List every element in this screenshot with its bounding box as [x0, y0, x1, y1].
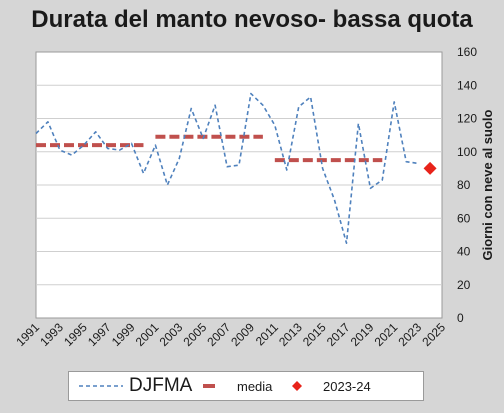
x-tick-label: 2001 [133, 320, 162, 349]
x-tick-label: 2021 [372, 320, 401, 349]
legend-label-djfma: DJFMA [129, 375, 193, 396]
x-tick-label: 1995 [61, 320, 90, 349]
y-axis-label: Giorni con neve al suolo [480, 109, 495, 260]
x-tick-label: 2007 [204, 320, 233, 349]
x-tick-label: 1997 [85, 320, 114, 349]
y-tick-label: 100 [457, 145, 477, 159]
legend: DJFMA media 2023-24 [68, 371, 424, 401]
djfma-line [35, 92, 419, 244]
x-tick-label: 1991 [13, 320, 42, 349]
legend-swatch-media [203, 384, 215, 388]
x-tick-label: 2015 [300, 320, 329, 349]
y-tick-label: 40 [457, 245, 471, 259]
legend-label-media: media [237, 378, 273, 394]
y-tick-label: 120 [457, 112, 477, 126]
legend-item-2023-24: 2023-24 [285, 372, 371, 400]
legend-item-media: media [197, 372, 272, 400]
y-tick-label: 20 [457, 278, 471, 292]
x-tick-label: 1999 [109, 320, 138, 349]
y-tick-label: 140 [457, 78, 477, 92]
x-tick-label: 2009 [228, 320, 257, 349]
x-tick-label: 2025 [419, 320, 448, 349]
x-tick-label: 2019 [348, 320, 377, 349]
gridlines [36, 84, 442, 286]
x-tick-label: 2013 [276, 320, 305, 349]
x-tick-label: 2003 [157, 320, 186, 349]
y-axis-ticks: 0 20 40 60 80 100 120 140 160 [457, 45, 477, 325]
y-tick-label: 80 [457, 178, 471, 192]
y-tick-label: 160 [457, 45, 477, 59]
x-axis-ticks: 1991199319951997199920012003200520072009… [13, 320, 448, 349]
chart-title: Durata del manto nevoso- bassa quota [31, 6, 473, 33]
legend-swatch-dashed-line [79, 385, 123, 387]
x-tick-label: 2011 [253, 320, 281, 348]
x-tick-label: 2023 [395, 320, 424, 349]
x-tick-label: 1993 [37, 320, 66, 349]
y-tick-label: 60 [457, 211, 471, 225]
series-layer [35, 92, 437, 244]
x-tick-label: 2005 [181, 320, 210, 349]
x-tick-label: 2017 [324, 320, 353, 349]
legend-item-djfma: DJFMA [77, 372, 192, 400]
legend-swatch-diamond [292, 381, 302, 391]
point-2023-24 [423, 161, 437, 175]
y-tick-label: 0 [457, 311, 464, 325]
legend-label-2023-24: 2023-24 [323, 378, 371, 394]
